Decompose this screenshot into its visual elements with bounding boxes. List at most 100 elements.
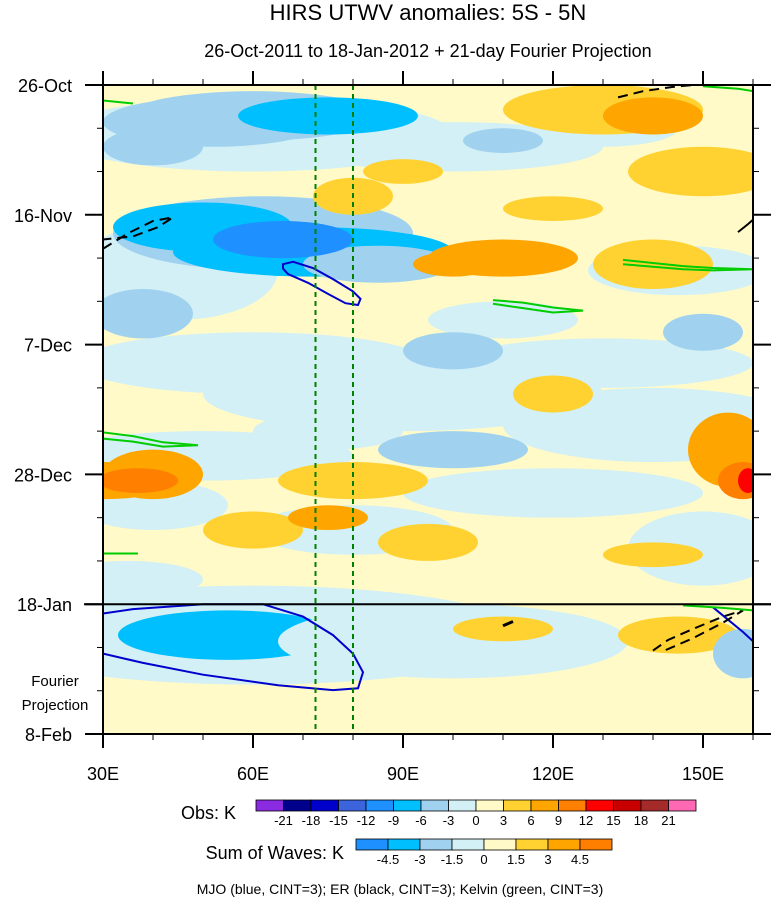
plot-area	[103, 85, 753, 734]
anomaly-cell	[363, 159, 443, 184]
projection-cell	[713, 628, 753, 679]
waves-colorbar-swatch	[355, 838, 389, 851]
obs-colorbar-level-label: 21	[661, 813, 675, 828]
anomaly-cell	[503, 196, 603, 221]
y-tick-label: 28-Dec	[14, 465, 72, 485]
waves-colorbar-swatch	[387, 838, 421, 851]
obs-colorbar-swatch	[668, 799, 697, 812]
projection-label: Projection	[22, 697, 89, 714]
obs-colorbar-level-label: 12	[579, 813, 593, 828]
waves-colorbar-level-label: 1.5	[507, 852, 525, 867]
waves-colorbar-label: Sum of Waves: K	[206, 843, 344, 863]
obs-colorbar-level-label: -18	[302, 813, 321, 828]
anomaly-cell	[288, 505, 368, 531]
waves-colorbar-swatch	[419, 838, 453, 851]
waves-colorbar-level-label: -1.5	[441, 852, 463, 867]
y-tick-label: 8-Feb	[25, 725, 72, 745]
anomaly-cell	[103, 468, 178, 493]
x-tick-label: 60E	[237, 764, 269, 784]
x-tick-label: 150E	[682, 764, 724, 784]
waves-colorbar-swatch	[579, 838, 613, 851]
obs-colorbar-swatch	[338, 799, 367, 812]
anomaly-cell	[203, 511, 303, 549]
kelvin-contour	[492, 299, 584, 314]
obs-colorbar-swatch	[613, 799, 642, 812]
kelvin-contour	[103, 99, 134, 105]
anomaly-cell	[593, 239, 713, 289]
anomaly-cell	[453, 338, 753, 388]
anomaly-cell	[663, 313, 743, 351]
waves-colorbar-level-label: 4.5	[571, 852, 589, 867]
projection-cell	[453, 616, 553, 642]
er-contour	[737, 218, 753, 233]
obs-colorbar-level-label: 3	[500, 813, 507, 828]
projection-label: Fourier	[31, 673, 79, 690]
anomaly-cell	[463, 128, 543, 153]
chart-subtitle: 26-Oct-2011 to 18-Jan-2012 + 21-day Four…	[204, 41, 651, 61]
projection-cell	[618, 616, 738, 654]
obs-colorbar-level-label: -21	[274, 813, 293, 828]
obs-colorbar-level-label: 9	[555, 813, 562, 828]
waves-colorbar-level-label: -3	[414, 852, 426, 867]
obs-colorbar-swatch	[585, 799, 614, 812]
waves-colorbar-level-label: 0	[480, 852, 487, 867]
kelvin-contour	[702, 85, 753, 93]
anomaly-cell	[238, 97, 418, 135]
waves-colorbar-swatch	[451, 838, 485, 851]
x-tick-label: 120E	[532, 764, 574, 784]
mjo-contour	[282, 260, 362, 307]
obs-colorbar-swatch	[558, 799, 587, 812]
kelvin-contour	[103, 431, 199, 448]
mjo-contour	[712, 606, 753, 643]
y-tick-label: 26-Oct	[18, 76, 72, 96]
anomaly-cell	[738, 468, 753, 493]
chart-title: HIRS UTWV anomalies: 5S - 5N	[270, 0, 587, 25]
waves-colorbar-swatch	[547, 838, 581, 851]
obs-colorbar-swatch	[448, 799, 477, 812]
anomaly-cell	[303, 245, 453, 283]
obs-colorbar-level-label: -3	[443, 813, 455, 828]
anomaly-cell	[378, 523, 478, 561]
obs-colorbar-swatch	[255, 799, 284, 812]
wave-legend-footer: MJO (blue, CINT=3); ER (black, CINT=3); …	[197, 881, 604, 897]
er-contour	[652, 609, 744, 653]
obs-colorbar-swatch	[365, 799, 394, 812]
er-contour	[502, 620, 514, 628]
obs-colorbar-swatch	[420, 799, 449, 812]
projection-cell	[278, 604, 628, 679]
obs-colorbar-level-label: -15	[329, 813, 348, 828]
kelvin-contour	[682, 604, 753, 612]
waves-colorbar-level-label: 3	[544, 852, 551, 867]
obs-colorbar-swatch	[310, 799, 339, 812]
obs-colorbar-level-label: 0	[472, 813, 479, 828]
obs-colorbar-swatch	[283, 799, 312, 812]
anomaly-cell	[278, 462, 428, 500]
obs-colorbar-level-label: -6	[415, 813, 427, 828]
anomaly-cell	[513, 375, 593, 413]
anomaly-cell	[603, 542, 703, 568]
y-tick-label: 18-Jan	[17, 595, 72, 615]
plot-frame	[102, 84, 754, 735]
obs-colorbar-level-label: 6	[527, 813, 534, 828]
anomaly-cell	[628, 146, 753, 197]
kelvin-contour	[622, 258, 753, 272]
y-tick-label: 7-Dec	[24, 336, 72, 356]
obs-colorbar-level-label: 18	[634, 813, 648, 828]
anomaly-cell	[603, 97, 703, 135]
obs-colorbar-label: Obs: K	[181, 803, 236, 823]
obs-colorbar-swatch	[530, 799, 559, 812]
anomaly-cell	[403, 332, 503, 370]
obs-colorbar-level-label: -9	[388, 813, 400, 828]
anomaly-cell	[103, 288, 193, 339]
waves-colorbar-swatch	[515, 838, 549, 851]
obs-colorbar-swatch	[503, 799, 532, 812]
anomaly-cell	[103, 128, 203, 166]
obs-colorbar-swatch	[393, 799, 422, 812]
anomaly-cell	[403, 468, 703, 518]
obs-colorbar-swatch	[475, 799, 504, 812]
anomaly-cell	[378, 431, 528, 469]
obs-colorbar-level-label: -12	[357, 813, 376, 828]
obs-colorbar-swatch	[640, 799, 669, 812]
anomaly-cell	[413, 251, 493, 277]
